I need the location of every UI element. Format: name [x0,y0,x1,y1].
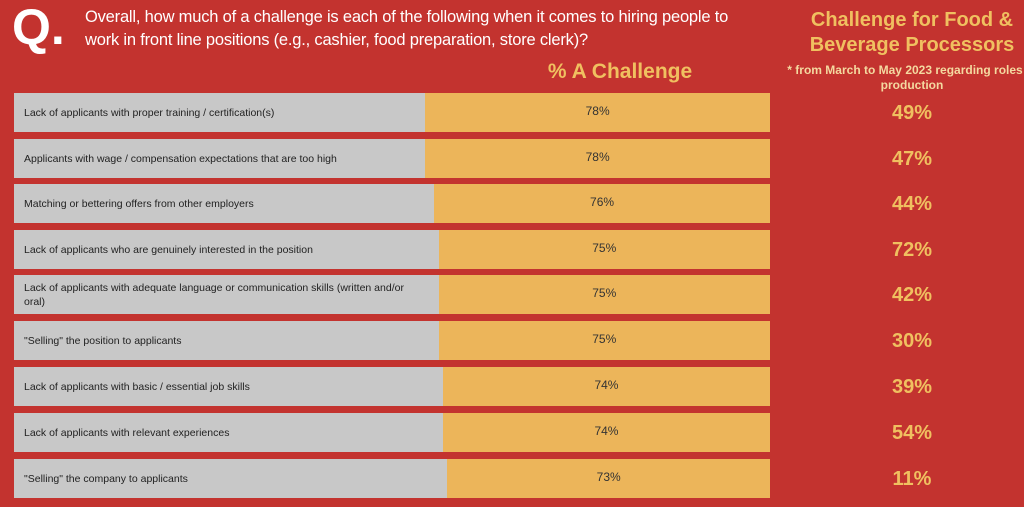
side-value: 30% [891,330,933,352]
bar-row: Lack of applicants with basic / essentia… [14,367,770,406]
chart-title: % A Challenge [547,60,693,83]
bar: 73% [447,459,770,498]
bar: 74% [442,367,770,406]
bar-row: Lack of applicants with adequate languag… [14,275,770,314]
category-label: "Selling" the company to applicants [24,472,188,485]
category-label: Lack of applicants who are genuinely int… [24,243,313,256]
bar-row: Lack of applicants with relevant experie… [14,413,770,452]
category-label: Applicants with wage / compensation expe… [24,152,337,165]
side-value: 54% [891,422,933,444]
data-label: 74% [594,378,619,392]
side-value: 42% [891,284,933,306]
bar-row: "Selling" the position to applicants 75% [14,321,770,360]
category-label: "Selling" the position to applicants [24,334,182,347]
data-label: 78% [585,150,610,164]
category-label: Lack of applicants with basic / essentia… [24,380,250,393]
category-label: Matching or bettering offers from other … [24,197,254,210]
data-label: 73% [596,470,621,484]
side-value: 47% [891,148,933,170]
side-value: 49% [891,102,933,124]
bar-row: Lack of applicants with proper training … [14,93,770,132]
bar-row: Lack of applicants who are genuinely int… [14,230,770,269]
side-value: 72% [891,239,933,261]
bar-row: Applicants with wage / compensation expe… [14,139,770,178]
bar: 75% [438,321,770,360]
data-label: 75% [592,286,617,300]
data-label: 78% [585,104,610,118]
question-text: Overall, how much of a challenge is each… [85,8,729,49]
data-label: 75% [592,241,617,255]
data-label: 75% [592,332,617,346]
bar: 78% [425,93,770,132]
data-label: 76% [590,195,615,209]
bar: 75% [438,275,770,314]
side-value: 11% [892,468,932,490]
bar: 76% [434,184,770,223]
q-mark: Q. [12,0,65,55]
category-label: Lack of applicants with relevant experie… [24,426,230,439]
bar: 75% [438,230,770,269]
side-value: 44% [891,193,933,215]
category-label: Lack of applicants with proper training … [24,106,275,119]
bar: 74% [442,413,770,452]
bar: 78% [425,139,770,178]
bar-row: "Selling" the company to applicants 73% [14,459,770,498]
category-label: Lack of applicants with adequate languag… [24,281,404,308]
bar-row: Matching or bettering offers from other … [14,184,770,223]
side-title: Challenge for Food & Beverage Processors [809,9,1015,56]
data-label: 74% [594,424,619,438]
side-value: 39% [891,376,933,398]
side-note: * from March to May 2023 regarding roles… [787,63,1024,92]
